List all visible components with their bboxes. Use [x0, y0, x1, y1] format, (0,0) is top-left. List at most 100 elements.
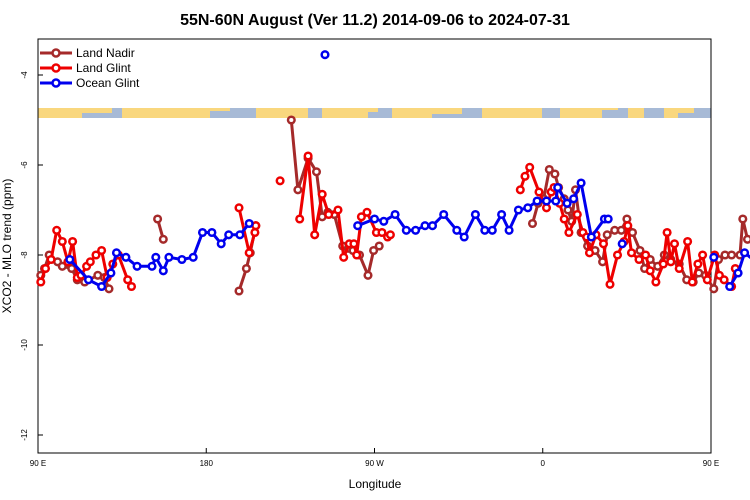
land-ocean-band: [38, 108, 711, 118]
data-point: [532, 196, 542, 206]
data-point: [559, 214, 569, 224]
data-point: [401, 225, 411, 235]
legend-label: Land Nadir: [76, 46, 135, 60]
data-point: [504, 225, 514, 235]
x-axis: 90 E 180 90 W 0 90 E: [30, 448, 719, 468]
data-point: [693, 259, 703, 269]
data-point: [333, 205, 343, 215]
legend-label: Land Glint: [76, 61, 131, 75]
data-point: [603, 214, 613, 224]
data-point: [612, 250, 623, 260]
data-point: [666, 257, 676, 267]
y-tick-label: -4: [20, 71, 29, 79]
data-point: [742, 234, 750, 244]
data-point: [207, 227, 217, 238]
x-tick-label: 90 W: [365, 459, 384, 468]
data-point: [709, 284, 719, 294]
legend: Land Nadir Land Glint Ocean Glint: [40, 46, 140, 90]
data-point: [390, 209, 400, 220]
x-tick-label: 180: [200, 459, 214, 468]
data-point: [188, 252, 198, 262]
data-point: [216, 239, 226, 249]
series-line: [531, 168, 749, 291]
data-point: [324, 209, 334, 220]
data-point: [68, 236, 78, 247]
data-point: [683, 236, 693, 247]
data-point: [497, 209, 507, 220]
data-point: [91, 250, 101, 260]
data-point: [379, 216, 389, 226]
data-point: [244, 248, 254, 258]
data-point: [356, 212, 366, 222]
data-point: [97, 245, 107, 256]
data-point: [123, 275, 133, 285]
data-point: [303, 151, 313, 161]
data-point: [427, 221, 438, 231]
data-point: [645, 266, 655, 276]
legend-label: Ocean Glint: [76, 76, 140, 90]
x-tick-label: 0: [541, 459, 546, 468]
data-point: [719, 275, 729, 285]
data-point: [459, 232, 469, 242]
legend-entry-ocean-glint: Ocean Glint: [40, 76, 140, 90]
data-point: [617, 239, 627, 249]
data-point: [738, 214, 748, 224]
data-point: [310, 230, 320, 240]
y-axis-label: XCO2 - MLO trend (ppm): [0, 179, 14, 314]
data-point: [293, 185, 303, 195]
data-point: [564, 227, 574, 238]
data-point: [46, 254, 56, 265]
data-point: [623, 221, 633, 231]
data-point: [674, 263, 684, 274]
data-point: [553, 182, 563, 193]
y-tick-label: -8: [20, 251, 29, 259]
data-point: [584, 248, 595, 258]
data-point: [523, 203, 533, 213]
data-point: [52, 225, 62, 235]
data-point: [104, 284, 114, 294]
data-point: [550, 169, 560, 179]
data-point: [374, 241, 384, 251]
data-point: [286, 115, 296, 125]
series-line: [728, 251, 750, 288]
data-point: [234, 286, 244, 296]
ocean-strip: [38, 108, 711, 118]
data-point: [164, 252, 174, 262]
data-point: [57, 236, 67, 247]
data-point: [317, 189, 327, 199]
legend-entry-land-nadir: Land Nadir: [40, 46, 135, 60]
data-point: [687, 277, 697, 287]
data-point: [235, 230, 245, 240]
data-point: [634, 254, 644, 265]
data-point: [385, 230, 395, 240]
legend-marker: [51, 63, 61, 73]
data-point: [626, 248, 637, 258]
data-point: [702, 275, 712, 285]
data-point: [541, 196, 552, 206]
y-tick-label: -6: [20, 161, 29, 169]
data-point: [362, 207, 372, 217]
data-point: [234, 203, 244, 213]
data-point: [439, 209, 449, 220]
data-point: [605, 279, 615, 289]
series-layer: [36, 50, 750, 296]
data-point: [725, 281, 735, 292]
data-point: [544, 164, 554, 175]
data-point: [151, 252, 161, 262]
legend-entry-land-glint: Land Glint: [40, 61, 131, 75]
data-point: [349, 239, 359, 249]
y-tick-label: -10: [20, 339, 29, 351]
data-point: [551, 196, 561, 206]
data-point: [369, 245, 379, 256]
data-point: [158, 266, 168, 276]
data-point: [40, 263, 51, 274]
data-point: [57, 261, 67, 271]
series-land-glint: [36, 151, 740, 292]
data-point: [576, 178, 586, 188]
data-point: [662, 227, 672, 238]
data-point: [369, 214, 380, 224]
data-point: [197, 227, 208, 238]
data-point: [598, 239, 609, 249]
data-point: [250, 227, 260, 238]
